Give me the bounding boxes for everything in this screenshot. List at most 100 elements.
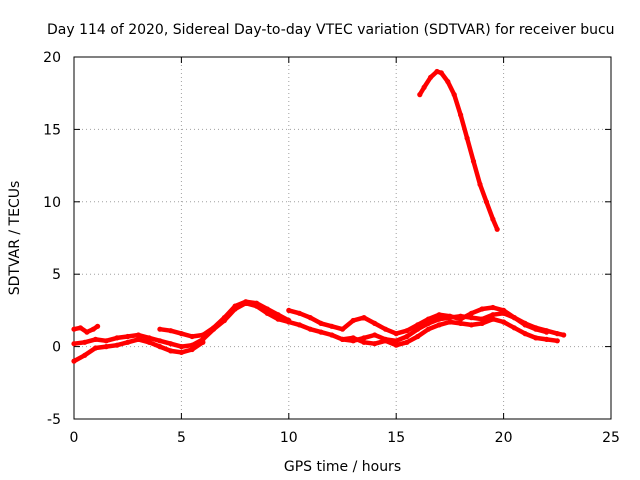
data-point — [428, 74, 434, 80]
y-tick-label: 10 — [43, 195, 61, 211]
data-point — [90, 326, 96, 332]
data-point — [445, 79, 451, 85]
data-point — [501, 319, 507, 325]
x-tick-label: 25 — [602, 430, 620, 446]
data-point — [135, 336, 141, 342]
y-tick-label: 0 — [52, 340, 61, 356]
data-point — [490, 216, 496, 222]
data-point — [404, 333, 410, 340]
data-point — [95, 323, 101, 329]
data-point — [243, 299, 249, 305]
data-point — [114, 335, 120, 341]
data-point — [361, 315, 367, 321]
data-point — [189, 342, 195, 348]
data-point — [286, 317, 292, 324]
data-point — [92, 345, 99, 351]
data-point — [275, 312, 281, 318]
data-point — [318, 320, 324, 326]
data-point — [254, 300, 260, 306]
data-point — [189, 346, 195, 353]
data-point — [157, 338, 163, 344]
data-point — [350, 317, 356, 324]
data-point — [264, 306, 270, 312]
data-point — [434, 68, 440, 75]
data-point — [522, 322, 528, 328]
data-point — [329, 323, 335, 329]
series-line-track-b — [71, 337, 206, 364]
data-point — [71, 341, 77, 347]
data-point — [372, 332, 378, 338]
data-point — [103, 338, 109, 344]
plot-frame — [73, 56, 612, 420]
y-tick-label: -5 — [47, 412, 61, 428]
data-point — [415, 322, 421, 328]
data-point — [490, 304, 496, 311]
data-point — [178, 331, 184, 337]
chart-title: Day 114 of 2020, Sidereal Day-to-day VTE… — [47, 22, 615, 38]
data-point — [350, 335, 356, 341]
data-point — [438, 70, 444, 76]
data-point — [425, 316, 431, 322]
data-point — [372, 341, 378, 347]
data-point — [490, 312, 496, 318]
data-point — [522, 331, 528, 337]
data-point — [533, 326, 539, 332]
data-point — [189, 333, 195, 340]
data-point — [393, 338, 399, 344]
data-point — [168, 341, 174, 347]
data-point — [458, 112, 464, 118]
data-point — [103, 344, 109, 350]
x-tick-label: 5 — [177, 430, 186, 446]
data-point — [178, 344, 184, 350]
x-tick-label: 20 — [495, 430, 513, 446]
data-point — [415, 333, 421, 340]
data-point — [361, 335, 367, 341]
data-point — [554, 331, 560, 337]
data-point — [296, 310, 303, 316]
x-tick-label: 10 — [280, 430, 298, 446]
data-point — [84, 329, 90, 335]
data-point — [168, 328, 174, 334]
y-tick-label: 15 — [43, 122, 61, 138]
y-tick-label: 20 — [43, 50, 61, 66]
data-point — [483, 199, 489, 205]
data-point — [286, 307, 292, 313]
grid — [74, 57, 611, 419]
data-point — [501, 307, 507, 313]
data-point — [296, 322, 303, 328]
data-point — [404, 328, 410, 334]
data-point — [447, 313, 453, 319]
data-point — [82, 339, 88, 345]
data-point — [232, 303, 238, 309]
data-point — [404, 339, 410, 345]
data-point — [468, 310, 474, 316]
data-point — [221, 315, 227, 321]
data-point — [71, 326, 77, 332]
data-point — [92, 336, 99, 342]
data-point — [458, 316, 464, 322]
data-point — [307, 326, 313, 332]
data-point — [114, 342, 120, 348]
data-point — [436, 312, 442, 318]
data-point — [490, 316, 496, 322]
data-point — [511, 325, 517, 331]
data-point — [544, 336, 550, 342]
data-point — [361, 339, 367, 345]
data-point — [468, 322, 474, 328]
data-point — [146, 339, 152, 345]
data-point — [477, 181, 483, 187]
data-point — [339, 326, 346, 332]
data-point — [339, 336, 346, 342]
data-point — [479, 316, 485, 322]
data-point — [425, 326, 431, 332]
x-tick-label: 0 — [70, 430, 79, 446]
data-point — [318, 329, 324, 335]
data-point — [125, 339, 131, 345]
data-point — [168, 348, 174, 354]
data-point — [372, 320, 378, 326]
data-point — [436, 322, 442, 328]
data-point — [561, 332, 567, 338]
data-point — [470, 158, 477, 164]
data-point — [82, 352, 88, 358]
data-point — [329, 332, 335, 338]
